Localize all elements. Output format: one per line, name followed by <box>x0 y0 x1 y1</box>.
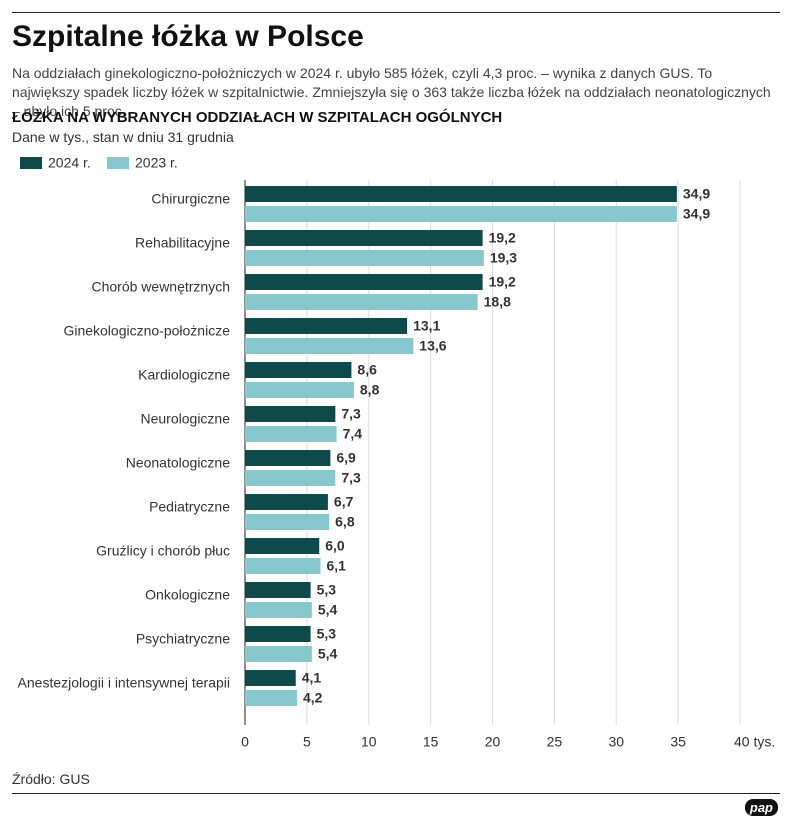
y-tick-label: Anestezjologii i intensywnej terapii <box>18 675 230 691</box>
y-tick-label: Ginekologiczno-położnicze <box>63 323 230 339</box>
y-tick-label: Gruźlicy i chorób płuc <box>96 543 230 559</box>
bar <box>245 626 311 642</box>
bar <box>245 470 336 486</box>
legend-swatch <box>107 157 129 169</box>
y-tick-label: Pediatryczne <box>149 499 230 515</box>
value-label: 6,1 <box>326 558 346 574</box>
x-tick-label: 10 <box>361 734 377 750</box>
x-tick-label: 30 <box>608 734 624 750</box>
value-label: 8,6 <box>357 362 377 378</box>
title: Szpitalne łóżka w Polsce <box>12 20 364 53</box>
bottom-rule <box>12 793 780 794</box>
value-label: 8,8 <box>360 382 380 398</box>
bar <box>245 670 296 686</box>
bar <box>245 582 311 598</box>
bar <box>245 294 478 310</box>
bar <box>245 382 354 398</box>
x-tick-label: 20 <box>485 734 501 750</box>
legend-label: 2024 r. <box>48 155 91 171</box>
bar <box>245 494 328 510</box>
x-tick-label: 15 <box>423 734 439 750</box>
bar <box>245 426 337 442</box>
bar <box>245 338 414 354</box>
value-label: 7,3 <box>341 406 361 422</box>
bar <box>245 602 312 618</box>
chart: 2024 r. 2023 r. 0 5 10 15 20 25 30 35 40 tys. Chiru… <box>18 155 776 750</box>
value-label: 34,9 <box>683 206 710 222</box>
bar <box>245 362 352 378</box>
y-tick-label: Onkologiczne <box>145 587 230 603</box>
bar <box>245 250 484 266</box>
value-label: 6,8 <box>335 514 355 530</box>
bar <box>245 186 677 202</box>
value-label: 5,3 <box>317 626 337 642</box>
y-tick-label: Chorób wewnętrznych <box>91 279 230 295</box>
value-label: 6,9 <box>336 450 356 466</box>
source: Źródło: GUS <box>12 771 90 787</box>
y-tick-label: Kardiologiczne <box>138 367 230 383</box>
value-label: 19,2 <box>489 274 516 290</box>
y-tick-label: Chirurgiczne <box>151 191 230 207</box>
bar <box>245 230 483 246</box>
legend-label: 2023 r. <box>135 155 178 171</box>
y-tick-label: Rehabilitacyjne <box>135 235 230 251</box>
x-tick-label: 0 <box>241 734 249 750</box>
value-label: 13,1 <box>413 318 440 334</box>
value-label: 6,7 <box>334 494 354 510</box>
bar <box>245 558 321 574</box>
value-label: 13,6 <box>419 338 446 354</box>
value-label: 4,2 <box>303 690 323 706</box>
bar <box>245 514 330 530</box>
x-tick-label: 35 <box>670 734 686 750</box>
bar <box>245 690 297 706</box>
value-label: 5,4 <box>318 646 338 662</box>
bar <box>245 538 320 554</box>
value-label: 19,2 <box>489 230 516 246</box>
x-tick-label: 40 tys. <box>734 734 775 750</box>
bar <box>245 274 483 290</box>
bar <box>245 406 336 422</box>
y-tick-label: Psychiatryczne <box>136 631 230 647</box>
value-label: 18,8 <box>484 294 511 310</box>
y-tick-label: Neonatologiczne <box>126 455 231 471</box>
x-tick-label: 5 <box>303 734 311 750</box>
subtitle: Na oddziałach ginekologiczno-położniczyc… <box>12 65 771 119</box>
legend-swatch <box>20 157 42 169</box>
bar <box>245 646 312 662</box>
value-label: 7,3 <box>341 470 361 486</box>
value-label: 19,3 <box>490 250 517 266</box>
logo: pap <box>744 799 778 816</box>
x-tick-label: 25 <box>547 734 563 750</box>
bar <box>245 318 408 334</box>
value-label: 5,4 <box>318 602 338 618</box>
top-rule <box>12 12 780 13</box>
y-tick-label: Neurologiczne <box>141 411 231 427</box>
chart-heading: ŁÓŻKA NA WYBRANYCH ODDZIAŁACH W SZPITALA… <box>12 109 503 126</box>
value-label: 5,3 <box>317 582 337 598</box>
value-label: 34,9 <box>683 186 710 202</box>
bar <box>245 206 677 222</box>
note: Dane w tys., stan w dniu 31 grudnia <box>12 129 234 145</box>
value-label: 4,1 <box>302 670 322 686</box>
value-label: 7,4 <box>343 426 363 442</box>
value-label: 6,0 <box>325 538 345 554</box>
bar <box>245 450 331 466</box>
